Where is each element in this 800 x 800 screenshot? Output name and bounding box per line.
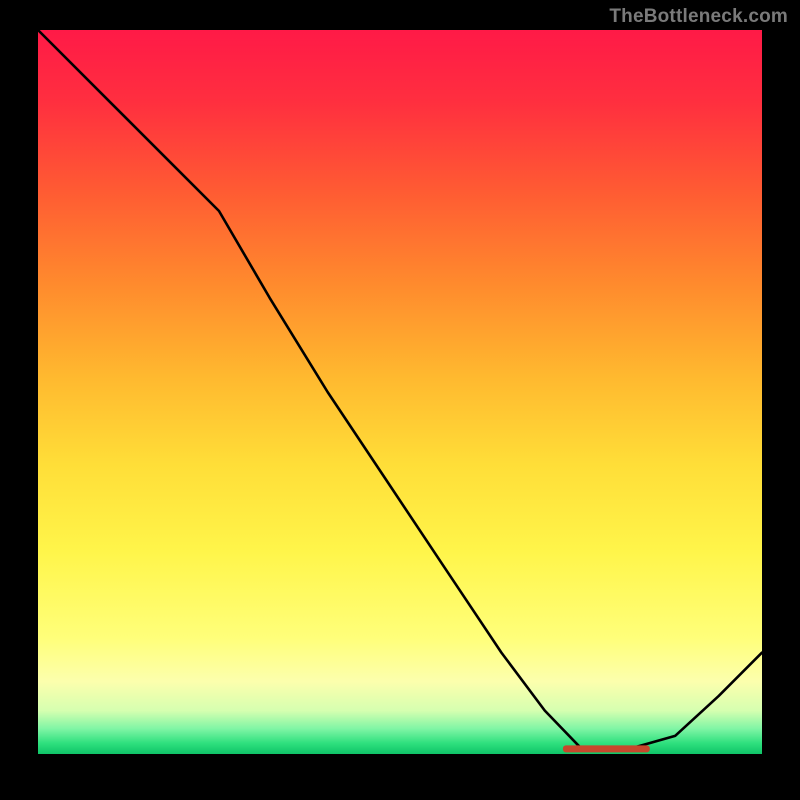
chart-highlight-marker — [563, 745, 650, 752]
chart-container: TheBottleneck.com — [0, 0, 800, 800]
chart-svg-layer — [0, 0, 800, 800]
chart-line-series — [38, 30, 762, 748]
